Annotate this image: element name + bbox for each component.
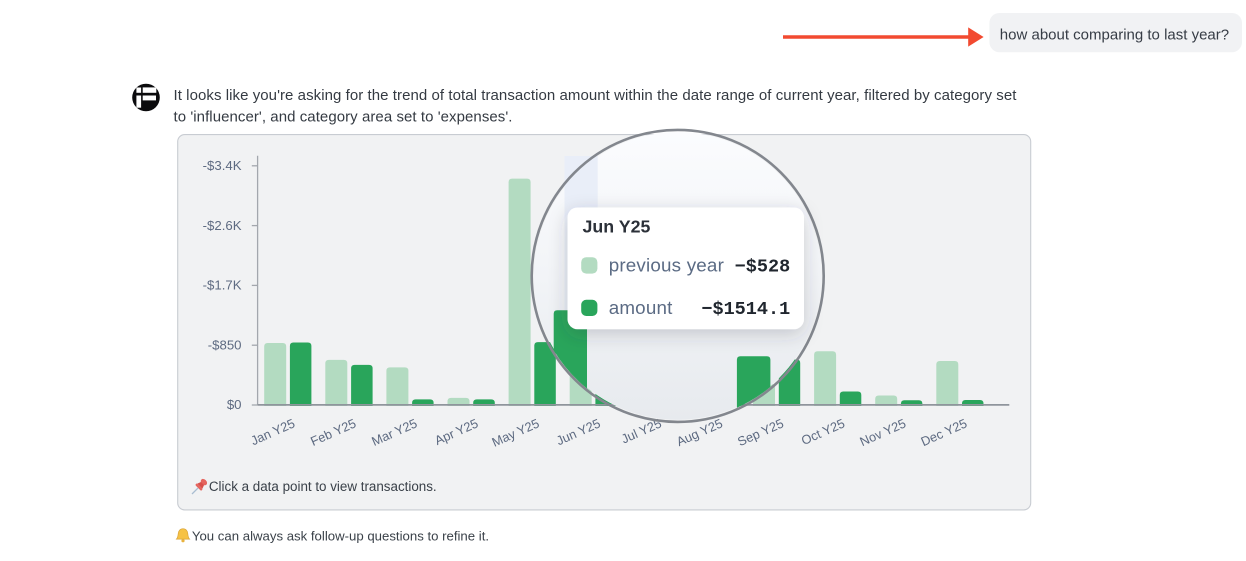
svg-text:$0: $0: [227, 397, 242, 412]
svg-text:Click a data point to view tra: Click a data point to view transactions.: [209, 479, 437, 494]
svg-text:You can always ask follow-up q: You can always ask follow-up questions t…: [192, 529, 489, 544]
svg-text:−$1514.1: −$1514.1: [701, 299, 790, 320]
svg-text:-$1.7K: -$1.7K: [203, 278, 242, 293]
svg-text:−$528: −$528: [735, 257, 791, 278]
svg-text:-$3.4K: -$3.4K: [203, 158, 242, 173]
svg-text:-$850: -$850: [208, 337, 242, 352]
svg-text:It looks like you're asking fo: It looks like you're asking for the tren…: [174, 87, 1018, 104]
svg-text:previous year: previous year: [609, 255, 724, 276]
svg-text:amount: amount: [609, 297, 673, 318]
svg-text:Jun Y25: Jun Y25: [583, 216, 651, 236]
svg-text:how about comparing to last ye: how about comparing to last year?: [1000, 26, 1229, 43]
svg-text:to 'influencer', and category: to 'influencer', and category area set t…: [174, 108, 513, 125]
svg-text:-$2.6K: -$2.6K: [203, 218, 242, 233]
